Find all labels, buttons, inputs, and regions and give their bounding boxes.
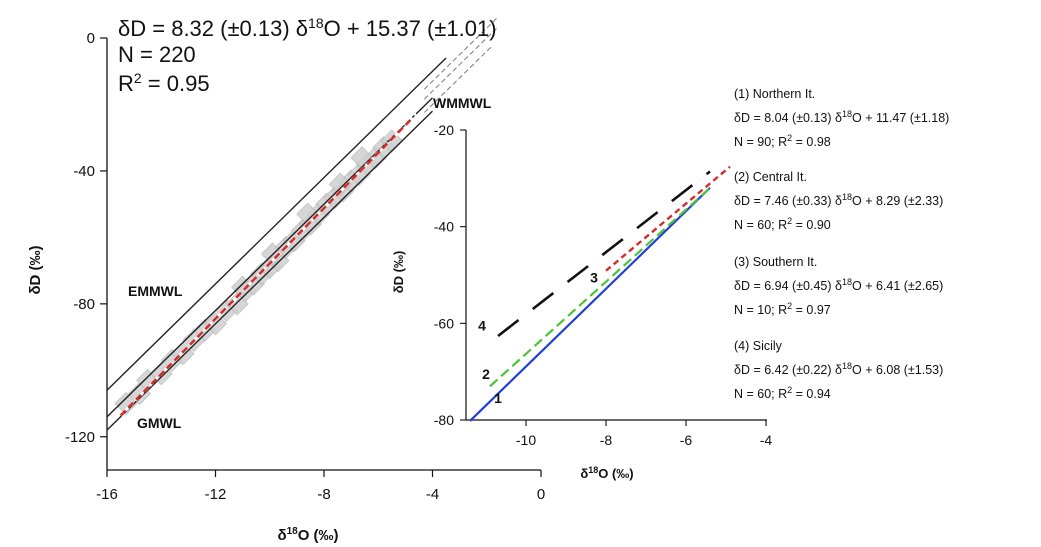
legend-northern: (1) Northern It. δD = 8.04 (±0.13) δ18O …	[734, 84, 949, 152]
wmmwl-ext-line	[424, 27, 498, 100]
inset-line-central	[489, 187, 711, 388]
x-tick-label: -16	[96, 486, 118, 503]
inset-x-tick-label: -10	[516, 432, 536, 448]
legend-equation: δD = 7.46 (±0.33) δ18O + 8.29 (±2.33)	[734, 192, 944, 209]
inset-x-tick-label: -4	[760, 432, 773, 448]
legend-stats: N = 60; R2 = 0.94	[734, 385, 831, 402]
inset-y-ticks: -20 -40 -60 -80	[434, 122, 466, 428]
inset-background	[440, 112, 740, 442]
legend-equation: δD = 6.42 (±0.22) δ18O + 6.08 (±1.53)	[734, 361, 944, 378]
inset-line-sicily	[497, 170, 711, 337]
inset-plot: -10 -8 -6 -4 -20 -40 -60 -80 12 3 4 δ18O (‰) δD …	[391, 112, 772, 481]
legend-equation: δD = 6.94 (±0.45) δ18O + 6.41 (±2.65)	[734, 277, 944, 294]
inset-line-northern	[469, 186, 711, 422]
main-plot: -16 -12 -8 -4 0 0-40-80-120 δD = 8.32 (±0.13…	[27, 15, 545, 544]
inset-y-tick-label: -80	[434, 412, 454, 428]
inset-line-numbers: 12 3 4	[478, 269, 598, 406]
main-points	[114, 129, 404, 416]
data-point	[114, 391, 138, 416]
wmmwl-label: WMMWL	[433, 95, 492, 111]
main-lines	[106, 17, 498, 431]
legend-stats: N = 60; R2 = 0.90	[734, 216, 831, 233]
inset-x-axis-label: δ18O (‰)	[580, 465, 633, 481]
x-tick-label: -4	[426, 486, 439, 503]
inset-line-number: 2	[482, 366, 490, 382]
legend-title: (3) Southern It.	[734, 255, 818, 269]
legend-title: (1) Northern It.	[734, 87, 816, 101]
gmwl-label: GMWL	[137, 415, 182, 431]
main-r2: R2 = 0.95	[118, 70, 210, 96]
y-tick-label: 0	[87, 30, 95, 47]
y-tick-label: -80	[73, 296, 95, 313]
inset-line-southern	[605, 165, 731, 272]
legend-title: (4) Sicily	[734, 339, 782, 353]
inset-line-number: 4	[478, 318, 486, 334]
x-tick-label: 0	[537, 486, 545, 503]
inset-line-number: 1	[494, 390, 502, 406]
legend-central: (2) Central It. δD = 7.46 (±0.33) δ18O +…	[734, 167, 943, 235]
wmmwl-line	[106, 97, 433, 418]
legend-southern: (3) Southern It. δD = 6.94 (±0.45) δ18O …	[734, 252, 943, 320]
emmwl-line	[106, 57, 447, 391]
legend-equation: δD = 8.04 (±0.13) δ18O + 11.47 (±1.18)	[734, 109, 950, 126]
inset-y-tick-label: -40	[434, 219, 454, 235]
legend-title: (2) Central It.	[734, 170, 807, 184]
inset-y-tick-label: -60	[434, 315, 454, 331]
wmmwl-ext-line-2	[424, 17, 498, 90]
x-tick-label: -12	[205, 486, 227, 503]
main-equation: δD = 8.32 (±0.13) δ18O + 15.37 (±1.01)	[118, 15, 497, 41]
main-y-ticks: 0 -40 -80 -120	[65, 30, 107, 446]
y-tick-label: -40	[73, 163, 95, 180]
fit-line-red	[119, 118, 412, 417]
emmwl-label: EMMWL	[128, 283, 183, 299]
gmwl-line	[106, 110, 433, 431]
inset-line-number: 3	[590, 269, 598, 285]
inset-y-axis-label: δD (‰)	[391, 251, 406, 294]
inset-x-tick-label: -6	[680, 432, 693, 448]
inset-x-ticks: -10 -8 -6 -4	[516, 420, 773, 448]
legend-stats: N = 90; R2 = 0.98	[734, 133, 831, 150]
main-x-axis-label: δ18O (‰)	[277, 526, 338, 544]
inset-y-tick-label: -20	[434, 122, 454, 138]
main-x-ticks: -16 -12 -8 -4 0	[96, 470, 545, 503]
legend-sicily: (4) Sicily δD = 6.42 (±0.22) δ18O + 6.08…	[734, 336, 943, 404]
inset-lines	[469, 165, 731, 422]
x-tick-label: -8	[317, 486, 330, 503]
main-n: N = 220	[118, 42, 196, 67]
legend-stats: N = 10; R2 = 0.97	[734, 301, 831, 318]
inset-x-tick-label: -8	[600, 432, 613, 448]
y-tick-label: -120	[65, 429, 95, 446]
main-y-axis-label: δD (‰)	[27, 245, 44, 294]
